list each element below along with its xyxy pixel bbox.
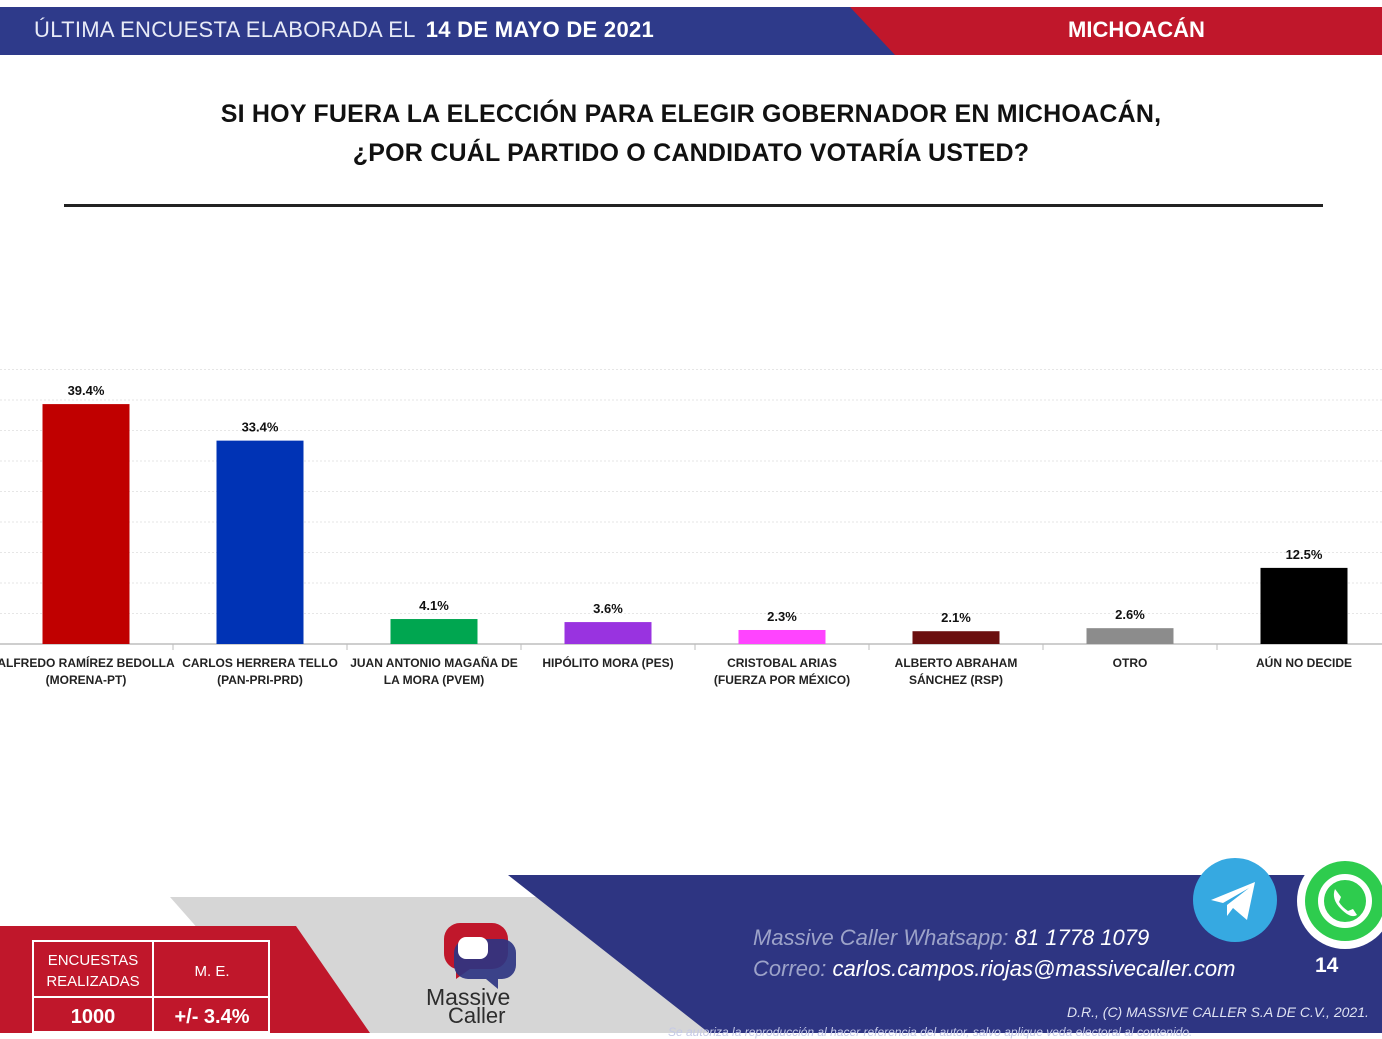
- bar-chart: 39.4% ALFREDO RAMÍREZ BEDOLLA (MORENA-PT) 3…: [0, 369, 1382, 687]
- category-label: JUAN ANTONIO MAGAÑA DE: [350, 655, 518, 670]
- header-band-red: [850, 7, 1382, 55]
- email-contact: Correo: carlos.campos.riojas@massivecall…: [753, 956, 1235, 982]
- survey-date-line: ÚLTIMA ENCUESTA ELABORADA EL 14 DE MAYO D…: [34, 17, 654, 43]
- page-number: 14: [1315, 954, 1339, 977]
- survey-date: 14 DE MAYO DE 2021: [425, 17, 655, 42]
- bar: [42, 404, 130, 644]
- value-label: 39.4%: [68, 383, 105, 398]
- whatsapp-number: 81 1778 1079: [1014, 925, 1150, 950]
- surveys-label: ENCUESTAS REALIZADAS: [46, 952, 140, 990]
- question-line-2: ¿POR CUÁL PARTIDO O CANDIDATO VOTARÍA US…: [352, 139, 1030, 167]
- question-line-1: SI HOY FUERA LA ELECCIÓN PARA ELEGIR GOB…: [220, 100, 1162, 128]
- category-label: LA MORA (PVEM): [384, 673, 484, 687]
- value-label: 2.1%: [941, 610, 971, 625]
- value-label: 3.6%: [593, 601, 623, 616]
- category-label: HIPÓLITO MORA (PES): [542, 655, 673, 670]
- category-label: (PAN-PRI-PRD): [217, 673, 303, 687]
- bar: [1260, 567, 1348, 644]
- reproduction-notice: Se autoriza la reproducción al hacer ref…: [668, 1025, 1193, 1039]
- category-label: CRISTOBAL ARIAS: [727, 656, 837, 670]
- whatsapp-icon[interactable]: [1305, 861, 1382, 941]
- state-name: MICHOACÁN: [1068, 17, 1205, 42]
- bar: [564, 622, 652, 644]
- margin-error-value: +/- 3.4%: [174, 1006, 250, 1028]
- value-label: 2.6%: [1115, 607, 1145, 622]
- margin-error-label: M. E.: [194, 963, 230, 980]
- bar: [738, 629, 826, 644]
- copyright-notice: D.R., (C) MASSIVE CALLER S.A DE C.V., 20…: [1067, 1004, 1369, 1020]
- telegram-icon[interactable]: [1193, 858, 1277, 942]
- bar: [390, 619, 478, 644]
- survey-date-prefix: ÚLTIMA ENCUESTA ELABORADA EL: [34, 17, 416, 42]
- value-label: 4.1%: [419, 598, 449, 613]
- email-address: carlos.campos.riojas@massivecaller.com: [832, 956, 1236, 981]
- massive-caller-logo-icon: [443, 923, 516, 989]
- whatsapp-label: Massive Caller Whatsapp:: [753, 925, 1009, 950]
- category-label: ALFREDO RAMÍREZ BEDOLLA: [0, 655, 175, 670]
- logo-text-massive: Massive: [426, 984, 511, 1010]
- survey-stats-table: ENCUESTAS REALIZADAS M. E. 1000 +/- 3.4%: [32, 940, 270, 1035]
- title-divider: [64, 204, 1323, 207]
- surveys-value: 1000: [70, 1006, 116, 1028]
- email-label: Correo:: [753, 956, 827, 981]
- whatsapp-contact: Massive Caller Whatsapp: 81 1778 1079: [753, 925, 1149, 951]
- value-label: 33.4%: [242, 420, 279, 435]
- category-label: SÁNCHEZ (RSP): [909, 672, 1003, 687]
- header-band-blue: [0, 7, 895, 55]
- stats-divider-horizontal: [34, 996, 268, 998]
- category-label: (MORENA-PT): [46, 673, 127, 687]
- category-label: AÚN NO DECIDE: [1256, 655, 1352, 670]
- bar: [912, 631, 1000, 644]
- value-label: 2.3%: [767, 609, 797, 624]
- value-label: 12.5%: [1286, 547, 1323, 562]
- category-label: CARLOS HERRERA TELLO: [182, 656, 338, 670]
- bar: [1086, 628, 1174, 644]
- stats-divider-vertical: [152, 942, 154, 1035]
- category-label: (FUERZA POR MÉXICO): [714, 672, 850, 687]
- bar: [216, 440, 304, 644]
- category-label: ALBERTO ABRAHAM: [895, 656, 1018, 670]
- category-label: OTRO: [1113, 656, 1148, 670]
- logo-text-caller: Caller: [448, 1003, 506, 1028]
